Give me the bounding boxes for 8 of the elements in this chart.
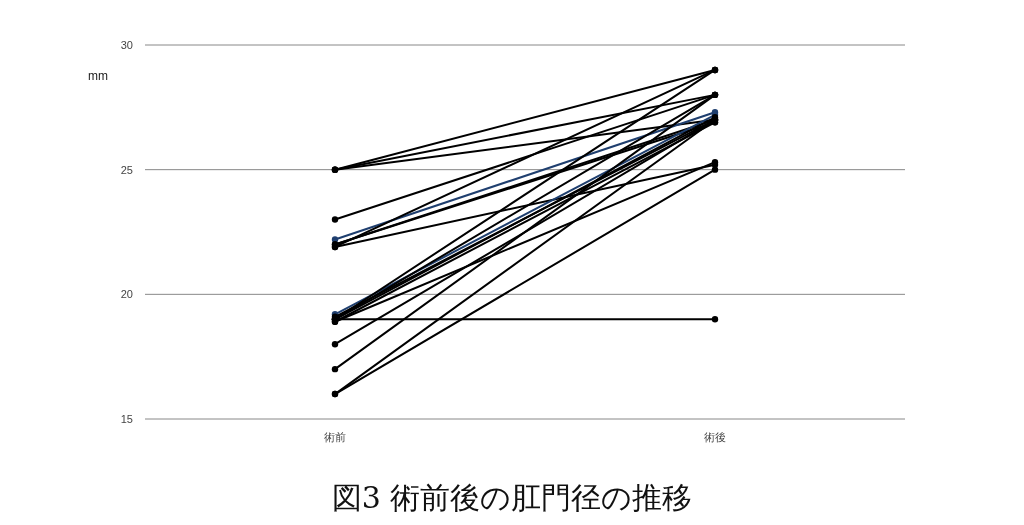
y-axis-title: mm bbox=[88, 69, 108, 83]
x-tick-label: 術後 bbox=[704, 431, 726, 443]
x-tick-label: 術前 bbox=[324, 431, 346, 443]
text: 図3 術前後の肛門径の推移 bbox=[331, 480, 693, 515]
y-tick-label: 20 bbox=[120, 288, 133, 301]
y-tick-label: 25 bbox=[120, 163, 133, 176]
y-tick-label: 30 bbox=[120, 39, 133, 51]
y-tick-label: 15 bbox=[120, 413, 133, 425]
